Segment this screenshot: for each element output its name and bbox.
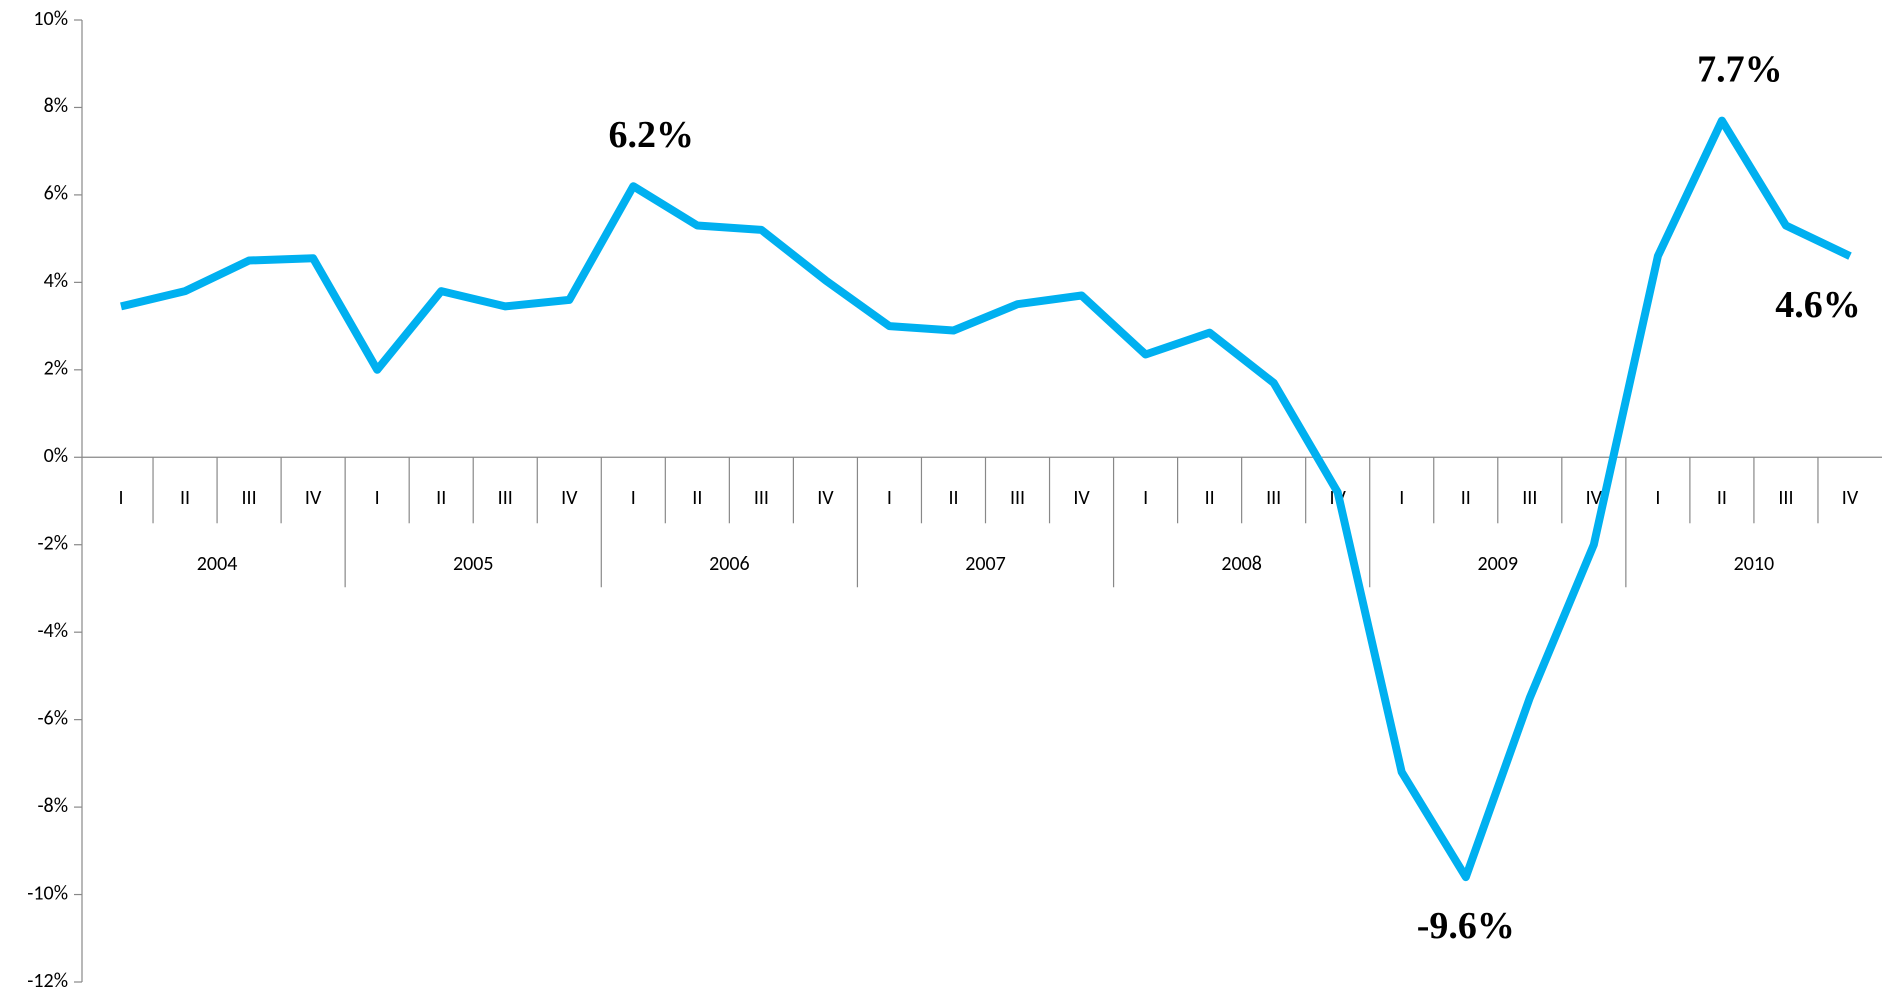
x-tick-label: I (631, 486, 636, 510)
x-tick-label: IV (1073, 486, 1090, 510)
data-line (120, 116, 1852, 882)
x-tick-label: III (754, 486, 769, 510)
data-label: -9.6% (1417, 905, 1515, 947)
data-label: 6.2% (609, 114, 695, 156)
x-tick-label: IV (1842, 486, 1859, 510)
y-tick-label: -8% (37, 794, 68, 818)
y-tick-label: -12% (27, 969, 68, 992)
x-tick-label: IV (561, 486, 578, 510)
x-group-label: 2005 (453, 552, 494, 576)
x-tick-label: II (180, 486, 190, 510)
x-tick-label: I (1143, 486, 1148, 510)
y-tick-label: -10% (27, 881, 68, 905)
x-group-label: 2004 (197, 552, 238, 576)
x-tick-label: I (118, 486, 123, 510)
x-tick-label: IV (817, 486, 834, 510)
x-tick-label: I (887, 486, 892, 510)
x-tick-label: II (692, 486, 702, 510)
x-tick-label: III (1778, 486, 1793, 510)
y-tick-label: 10% (33, 7, 68, 31)
y-tick-label: 0% (44, 444, 68, 468)
x-group-label: 2008 (1221, 552, 1262, 576)
x-tick-label: II (1461, 486, 1471, 510)
x-tick-label: III (1522, 486, 1537, 510)
x-group-label: 2006 (709, 552, 750, 576)
y-tick-label: 4% (44, 269, 68, 293)
x-group-label: 2009 (1478, 552, 1519, 576)
x-tick-label: II (1717, 486, 1727, 510)
data-label: 4.6% (1775, 284, 1861, 326)
x-tick-label: IV (305, 486, 322, 510)
x-group-label: 2010 (1734, 552, 1775, 576)
y-tick-label: -2% (37, 532, 68, 556)
x-tick-label: IV (1586, 486, 1603, 510)
x-group-label: 2007 (965, 552, 1006, 576)
x-tick-label: III (1266, 486, 1281, 510)
data-label: 7.7% (1697, 48, 1783, 90)
y-tick-label: -6% (37, 706, 68, 730)
x-tick-label: II (436, 486, 446, 510)
x-tick-label: III (242, 486, 257, 510)
x-tick-label: I (1655, 486, 1660, 510)
x-tick-label: II (1205, 486, 1215, 510)
y-tick-label: 8% (44, 94, 68, 118)
y-tick-label: -4% (37, 619, 68, 643)
x-tick-label: III (498, 486, 513, 510)
x-tick-label: II (948, 486, 958, 510)
x-tick-label: I (1399, 486, 1404, 510)
y-tick-label: 6% (44, 182, 68, 206)
x-tick-label: I (375, 486, 380, 510)
x-tick-label: III (1010, 486, 1025, 510)
y-tick-label: 2% (44, 357, 68, 381)
